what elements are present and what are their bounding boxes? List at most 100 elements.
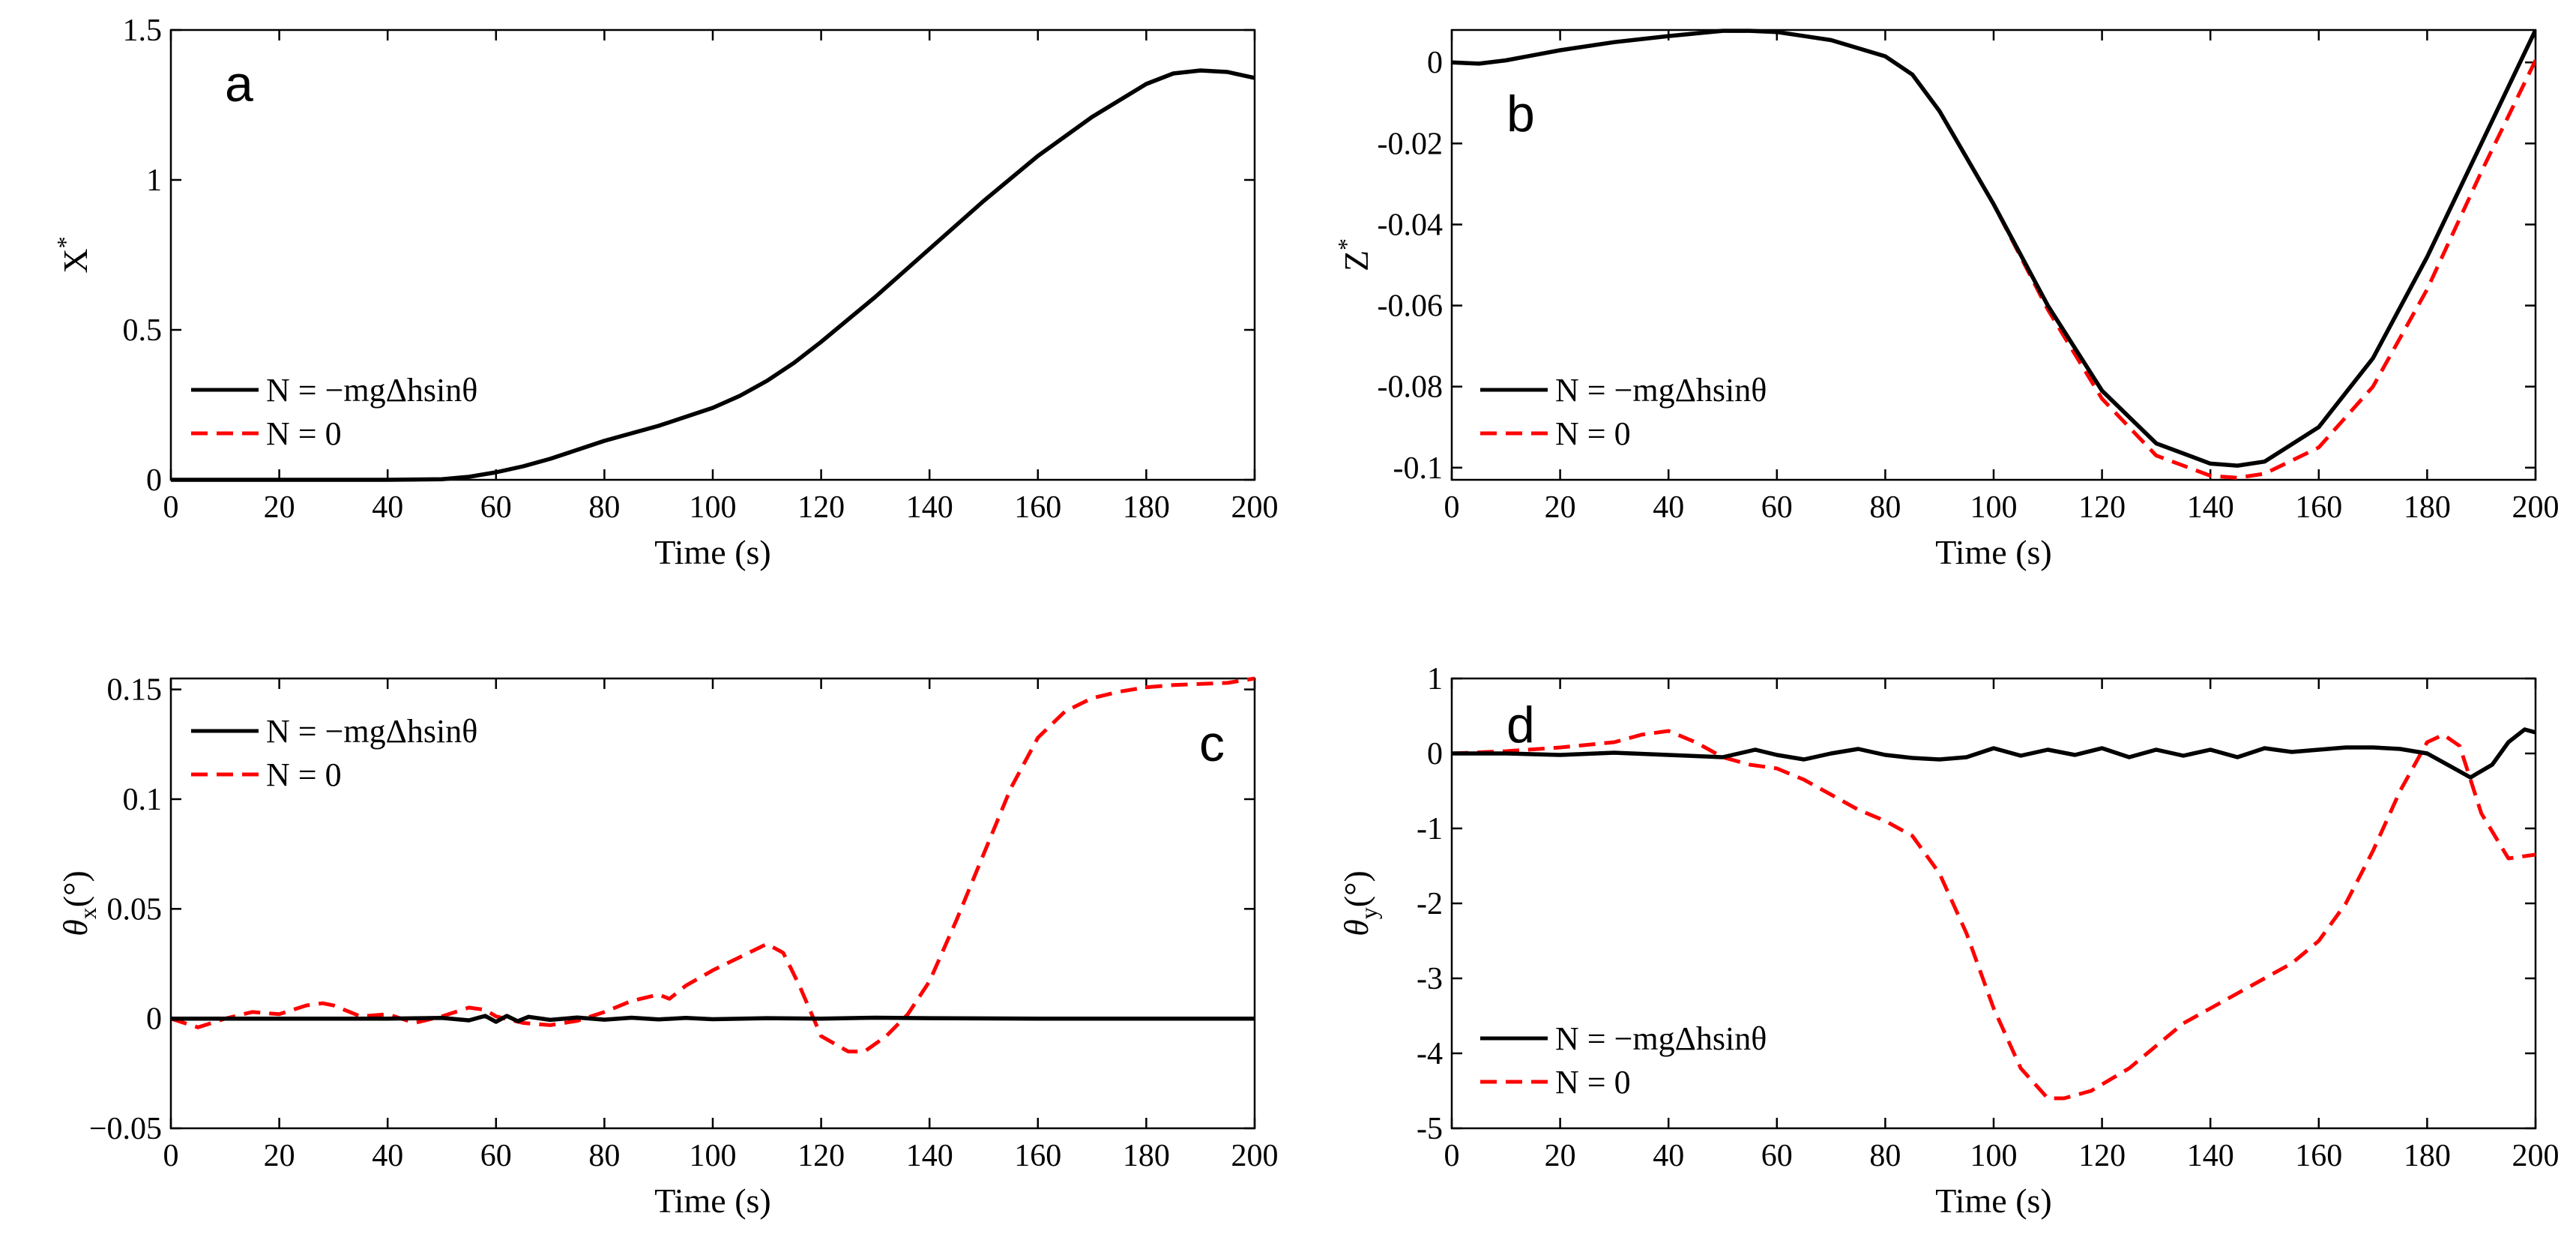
x-tick-label: 80	[1869, 490, 1901, 525]
x-tick-label: 0	[163, 490, 179, 525]
x-tick-label: 140	[906, 1139, 953, 1173]
y-tick-label: -0.02	[1378, 127, 1444, 161]
x-tick-label: 120	[797, 1139, 845, 1173]
x-tick-label: 160	[1014, 490, 1061, 525]
x-tick-label: 40	[372, 490, 403, 525]
legend-label-n0: N = 0	[266, 415, 342, 452]
x-tick-label: 180	[2404, 490, 2451, 525]
x-tick-label: 80	[588, 1139, 620, 1173]
panel-letter: d	[1506, 696, 1535, 753]
x-tick-label: 100	[690, 490, 737, 525]
y-axis-title-main: Z	[1337, 250, 1375, 271]
y-tick-label: -4	[1417, 1037, 1443, 1071]
y-axis-title-main: X	[56, 248, 94, 273]
plot-frame	[169, 28, 1256, 481]
y-tick-label: 1.5	[123, 13, 163, 48]
y-tick-label: 0	[146, 1002, 162, 1037]
series-line-n-mg	[171, 1014, 1255, 1024]
x-tick-label: 0	[1444, 1139, 1460, 1173]
y-axis-title: θy(°)	[1337, 870, 1382, 936]
y-tick-label: -0.1	[1393, 451, 1444, 486]
x-tick-label: 180	[1123, 490, 1170, 525]
x-tick-label: 180	[2404, 1139, 2451, 1173]
x-tick-label: 200	[1231, 490, 1279, 525]
panel-letter: a	[225, 55, 253, 112]
y-tick-label: -3	[1417, 962, 1443, 996]
x-tick-label: 20	[264, 1139, 295, 1173]
x-tick-label: 180	[1123, 1139, 1170, 1173]
y-tick-label: -5	[1417, 1112, 1443, 1146]
legend-label-n0: N = 0	[1555, 415, 1631, 452]
x-tick-label: 140	[906, 490, 953, 525]
x-tick-label: 200	[1231, 1139, 1279, 1173]
y-axis-title-unit: (°)	[1337, 870, 1375, 907]
x-tick-label: 60	[480, 490, 512, 525]
y-axis-title-sub: x	[74, 907, 101, 919]
plot-frame	[1450, 28, 2537, 481]
legend-label-n0: N = 0	[266, 756, 342, 793]
x-tick-label: 0	[163, 1139, 179, 1173]
x-tick-label: 100	[690, 1139, 737, 1173]
series-line-n-mg	[171, 68, 1255, 482]
x-axis-title: Time (s)	[1935, 1182, 2052, 1220]
x-tick-label: 40	[1653, 490, 1684, 525]
x-axis-title: Time (s)	[654, 1182, 771, 1220]
panel-letter: b	[1506, 85, 1535, 142]
x-tick-label: 140	[2187, 490, 2234, 525]
x-tick-label: 0	[1444, 490, 1460, 525]
series-line-n-mg	[1452, 28, 2536, 468]
series-line-n0	[1452, 729, 2536, 1101]
x-tick-label: 160	[1014, 1139, 1061, 1173]
y-tick-label: 0.5	[123, 313, 163, 348]
x-tick-label: 160	[2295, 1139, 2342, 1173]
y-axis-title: θx(°)	[56, 870, 101, 936]
panel-c: 0 20 40 60 80 100 120 140 160 180 200−0.0500.050.1…	[56, 673, 1279, 1220]
x-tick-label: 80	[1869, 1139, 1901, 1173]
y-tick-label: 0	[1427, 737, 1443, 771]
y-tick-label: -0.08	[1378, 370, 1444, 405]
x-tick-label: 120	[2078, 1139, 2126, 1173]
x-axis-title: Time (s)	[654, 533, 771, 571]
x-tick-label: 40	[1653, 1139, 1684, 1173]
legend-label-n-mg: N = −mgΔhsinθ	[1555, 372, 1767, 409]
y-axis-title: X*	[52, 236, 94, 273]
y-axis-title-main: θ	[1337, 919, 1375, 936]
panel-letter: c	[1199, 715, 1225, 772]
series-line-n0	[171, 676, 1255, 1054]
y-tick-label: -0.06	[1378, 289, 1444, 324]
y-tick-label: -1	[1417, 812, 1443, 846]
y-tick-label: -2	[1417, 887, 1443, 921]
y-tick-label: −0.05	[89, 1112, 162, 1146]
y-axis-title-unit: (°)	[56, 870, 94, 907]
legend-label-n0: N = 0	[1555, 1064, 1631, 1101]
x-tick-label: 140	[2187, 1139, 2234, 1173]
legend-label-n-mg: N = −mgΔhsinθ	[1555, 1020, 1767, 1057]
x-tick-label: 100	[1970, 1139, 2018, 1173]
panel-b: 0 20 40 60 80 100 120 140 160 180 200 0 -0.02 -0.04 -0…	[1333, 28, 2560, 571]
x-tick-label: 80	[588, 490, 620, 525]
y-axis-title: Z*	[1333, 238, 1375, 271]
y-tick-label: 0	[1427, 46, 1443, 80]
y-axis-title-sup: *	[1333, 238, 1360, 250]
y-axis-title-main: θ	[56, 919, 94, 936]
legend-label-n-mg: N = −mgΔhsinθ	[266, 713, 477, 750]
x-tick-label: 200	[2512, 490, 2560, 525]
y-tick-label: 0.15	[107, 673, 163, 708]
x-tick-label: 60	[1761, 1139, 1793, 1173]
x-tick-label: 60	[480, 1139, 512, 1173]
x-tick-label: 120	[2078, 490, 2126, 525]
y-tick-label: 0	[146, 463, 162, 498]
x-tick-label: 20	[1545, 490, 1576, 525]
x-tick-label: 60	[1761, 490, 1793, 525]
x-tick-label: 20	[1545, 1139, 1576, 1173]
x-tick-label: 100	[1970, 490, 2018, 525]
x-tick-label: 20	[264, 490, 295, 525]
legend-label-n-mg: N = −mgΔhsinθ	[266, 372, 477, 409]
series-line-n0	[1452, 28, 2536, 480]
panel-a: 0 20 40 60 80 100 120 140 160 180 200 0 0.5 1 1.5 Time …	[52, 13, 1279, 571]
y-tick-label: 1	[146, 163, 162, 198]
y-tick-label: 0.1	[123, 783, 163, 817]
y-tick-label: 0.05	[107, 892, 163, 927]
x-tick-label: 160	[2295, 490, 2342, 525]
